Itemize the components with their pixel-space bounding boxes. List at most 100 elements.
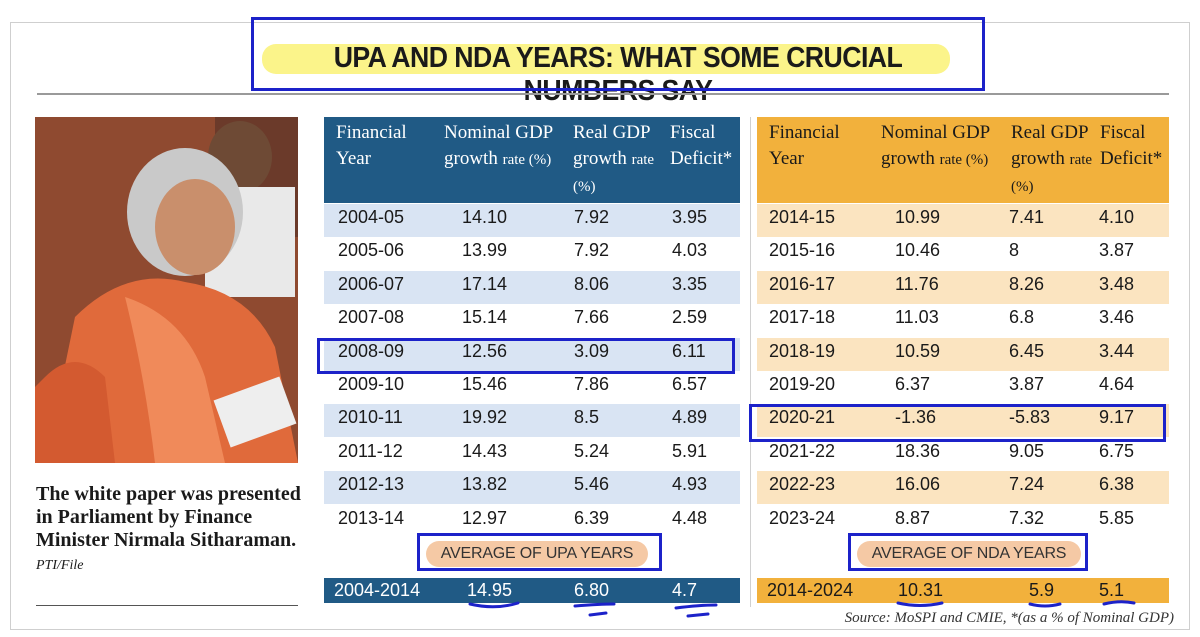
nda-cell-year: 2019-20 [769,374,836,394]
upa-cell-fiscal: 4.89 [672,407,708,428]
nda-cell-year: 2016-17 [769,273,836,294]
nda-cell-year: 2021-22 [769,440,836,461]
title-highlight [262,44,950,74]
upa-cell-fiscal: 3.35 [672,273,708,294]
upa-col-real-label: Real GDP growth [573,122,650,169]
upa-avg-nominal: 14.95 [467,580,513,600]
nda-avg-nominal: 10.31 [898,580,944,600]
nda-cell-year: 2014-15 [769,207,836,227]
photo-finance-minister [35,117,298,463]
nda-cell-fiscal: 4.64 [1099,374,1135,394]
upa-cell-year: 2007-08 [338,307,405,328]
title-rule [37,93,1169,95]
upa-row: 2012-13 13.82 5.46 4.93 [324,471,740,505]
nda-cell-fiscal: 6.75 [1099,440,1135,461]
upa-cell-nominal: 14.10 [462,207,508,227]
upa-cell-nominal: 13.99 [462,240,508,261]
nda-col-real-label: Real GDP growth [1011,122,1088,169]
annotation-box-upa-average [417,533,662,571]
upa-row: 2005-06 13.99 7.92 4.03 [324,237,740,270]
nda-cell-fiscal: 4.10 [1099,207,1135,227]
nda-cell-fiscal: 3.87 [1099,240,1135,261]
nda-cell-real: 6.45 [1009,340,1045,361]
upa-col-real-unit: rate (%) [573,152,655,195]
nda-row: 2016-17 11.76 8.26 3.48 [757,270,1169,304]
upa-cell-nominal: 13.82 [462,474,508,495]
upa-row: 2006-07 17.14 8.06 3.35 [324,270,740,304]
upa-cell-nominal: 19.92 [462,407,508,428]
nda-cell-fiscal: 3.46 [1099,307,1135,328]
upa-cell-real: 7.92 [574,207,610,227]
nda-cell-real: 8 [1009,240,1020,261]
nda-cell-fiscal: 5.85 [1099,507,1135,528]
nda-col-nominal-unit: rate (%) [939,152,989,168]
nda-cell-nominal: 11.76 [895,273,939,294]
upa-cell-nominal: 12.97 [462,507,508,528]
upa-average-row: 2004-2014 14.95 6.80 4.7 [324,578,740,603]
nda-cell-real: 6.8 [1009,307,1035,328]
upa-cell-real: 8.06 [574,273,610,294]
upa-cell-year: 2013-14 [338,507,405,528]
nda-cell-nominal: 6.37 [895,374,931,394]
source-note: Source: MoSPI and CMIE, *(as a % of Nomi… [844,610,1174,626]
nda-cell-fiscal: 3.48 [1099,273,1135,294]
upa-cell-nominal: 15.46 [462,374,508,394]
upa-cell-nominal: 14.43 [462,440,508,461]
upa-col-nominal: Nominal GDP growth rate (%) [444,120,574,173]
nda-col-real: Real GDP growth rate (%) [1011,120,1101,200]
nda-cell-real: 7.24 [1009,474,1045,495]
upa-avg-fiscal: 4.7 [672,580,698,600]
nda-cell-nominal: 16.06 [895,474,941,495]
upa-cell-nominal: 12.56 [462,340,508,361]
nda-row: 2022-23 16.06 7.24 6.38 [757,471,1169,505]
nda-col-real-unit: rate (%) [1011,152,1093,195]
article-frame [10,22,1190,630]
nda-cell-nominal: 10.99 [895,207,941,227]
nda-col-year: Financial Year [769,122,840,169]
nda-cell-nominal: 8.87 [895,507,931,528]
upa-row: 2007-08 15.14 7.66 2.59 [324,304,740,337]
upa-col-fiscal: Fiscal Deficit* [670,122,733,169]
nda-cell-real: 3.87 [1009,374,1045,394]
upa-cell-year: 2004-05 [338,207,405,227]
nda-average-label: AVERAGE OF NDA YEARS [857,541,1081,567]
upa-cell-fiscal: 4.93 [672,474,708,495]
upa-cell-fiscal: 4.48 [672,507,708,528]
upa-cell-real: 3.09 [574,340,610,361]
nda-average-row: 2014-2024 10.31 5.9 5.1 [757,578,1169,603]
upa-avg-real: 6.80 [574,580,610,600]
nda-cell-nominal: 10.59 [895,340,941,361]
upa-row: 2008-09 12.56 3.09 6.11 [324,337,740,371]
upa-cell-fiscal: 6.11 [672,340,706,361]
upa-col-year: Financial Year [336,122,407,169]
upa-cell-real: 8.5 [574,407,600,428]
nda-cell-real: 7.41 [1009,207,1045,227]
nda-cell-fiscal: 6.38 [1099,474,1135,495]
table-divider [750,117,751,607]
nda-avg-real: 5.9 [1029,580,1055,600]
nda-cell-year: 2023-24 [769,507,836,528]
nda-cell-real: 8.26 [1009,273,1045,294]
upa-row: 2010-11 19.92 8.5 4.89 [324,404,740,438]
nda-row: 2023-24 8.87 7.32 5.85 [757,505,1169,538]
nda-cell-fiscal: 9.17 [1099,407,1135,428]
upa-cell-nominal: 15.14 [462,307,508,328]
upa-cell-real: 6.39 [574,507,610,528]
upa-cell-real: 7.92 [574,240,610,261]
upa-cell-real: 7.86 [574,374,610,394]
nda-col-nominal-label: Nominal GDP growth [881,122,990,169]
upa-average-label: AVERAGE OF UPA YEARS [426,541,648,567]
nda-cell-nominal: 18.36 [895,440,941,461]
nda-cell-real: 7.32 [1009,507,1045,528]
nda-row: 2015-16 10.46 8 3.87 [757,237,1169,270]
upa-row: 2009-10 15.46 7.86 6.57 [324,371,740,404]
nda-row: 2018-19 10.59 6.45 3.44 [757,337,1169,371]
upa-cell-fiscal: 3.95 [672,207,708,227]
upa-row: 2013-14 12.97 6.39 4.48 [324,505,740,538]
upa-col-real: Real GDP growth rate (%) [573,120,663,200]
nda-cell-nominal: 11.03 [895,307,939,328]
nda-col-nominal: Nominal GDP growth rate (%) [881,120,1006,173]
page-title: UPA AND NDA YEARS: WHAT SOME CRUCIAL NUM… [333,42,903,107]
upa-header: Financial Year Nominal GDP growth rate (… [324,117,740,203]
